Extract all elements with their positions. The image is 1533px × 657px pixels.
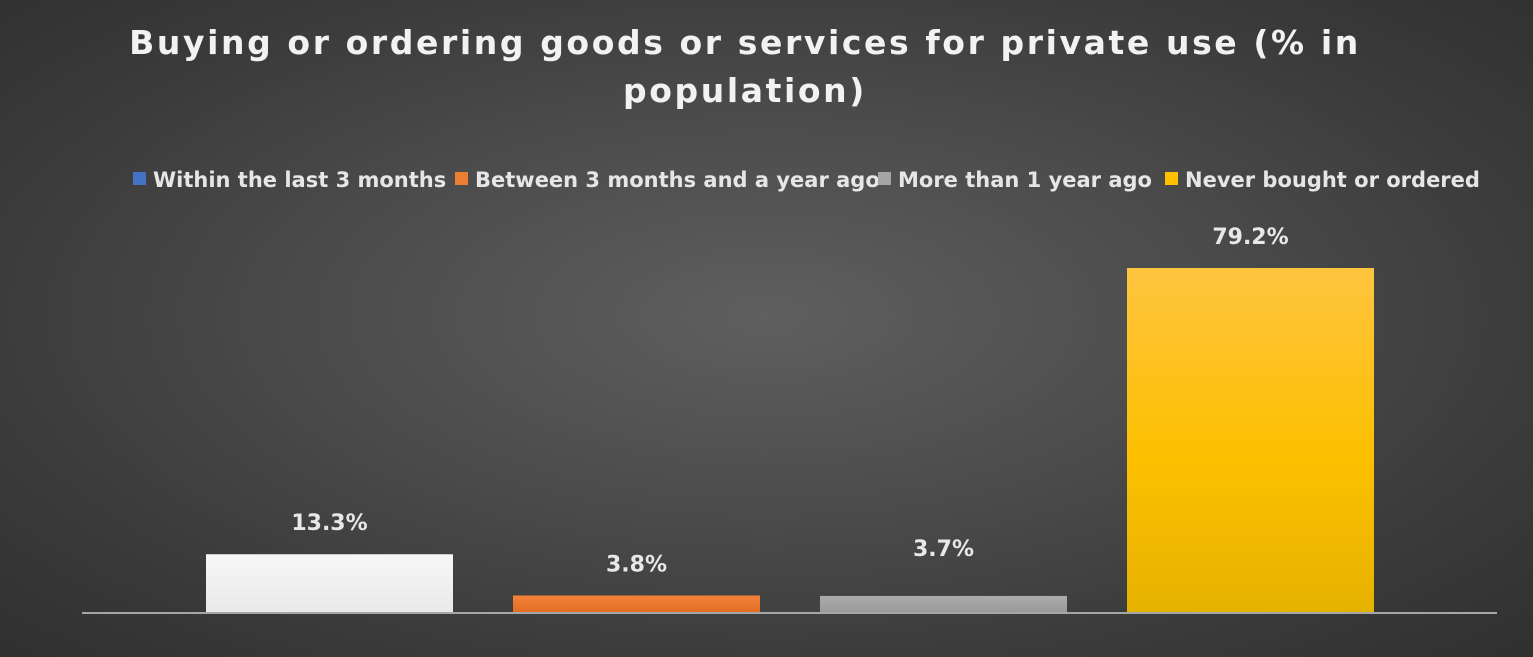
bar-never [1127, 268, 1374, 612]
legend-swatch-3-months-to-year [455, 172, 468, 185]
data-label-never: 79.2% [1212, 225, 1288, 250]
data-labels: 13.3% 3.8% 3.7% 79.2% [291, 225, 1288, 577]
legend: Within the last 3 months Between 3 month… [133, 168, 1480, 192]
legend-label-never: Never bought or ordered [1185, 168, 1480, 192]
legend-swatch-more-than-1-year [878, 172, 891, 185]
legend-label-3-months-to-year: Between 3 months and a year ago [475, 168, 880, 192]
chart-title-line-1: Buying or ordering goods or services for… [129, 23, 1361, 62]
legend-label-more-than-1-year: More than 1 year ago [898, 168, 1152, 192]
bar-within-3-months [206, 554, 453, 612]
bar-3-months-to-year [513, 595, 760, 612]
chart-title: Buying or ordering goods or services for… [129, 23, 1361, 110]
data-label-more-than-1-year: 3.7% [913, 537, 974, 562]
data-label-within-3-months: 13.3% [291, 511, 367, 536]
legend-label-within-3-months: Within the last 3 months [153, 168, 446, 192]
bar-more-than-1-year [820, 595, 1067, 612]
legend-swatch-within-3-months [133, 172, 146, 185]
data-label-3-months-to-year: 3.8% [606, 552, 667, 577]
chart-title-line-2: population) [623, 71, 867, 110]
bars [206, 268, 1374, 612]
legend-swatch-never [1165, 172, 1178, 185]
